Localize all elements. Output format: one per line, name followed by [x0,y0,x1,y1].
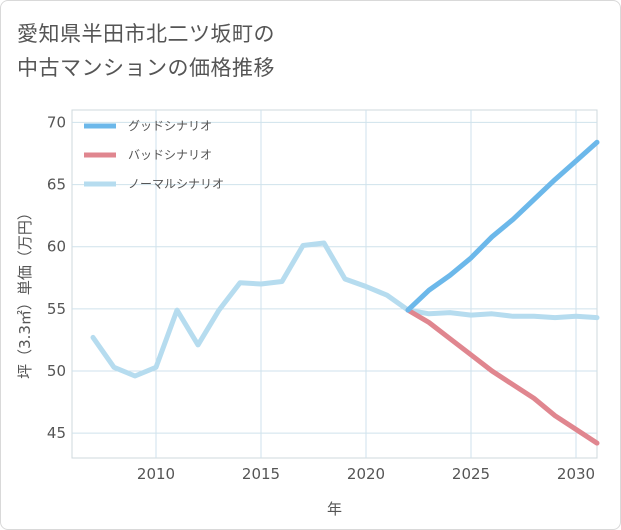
chart-title: 愛知県半田市北二ツ坂町の 中古マンションの価格推移 [17,17,275,85]
plot-area [71,109,598,459]
x-tick-label-2015: 2015 [242,465,280,483]
legend-label-1: バッドシナリオ [128,148,212,162]
series-line-0 [405,139,600,313]
y-tick-label-65: 65 [47,176,66,194]
chart-title-line-1: 愛知県半田市北二ツ坂町の [17,22,275,46]
y-tick-label-50: 50 [47,362,66,380]
x-tick-label-2025: 2025 [452,465,490,483]
y-tick-label-55: 55 [47,300,66,318]
legend-label-2: ノーマルシナリオ [128,177,224,191]
series-line-1 [405,307,600,446]
x-tick-label-2020: 2020 [347,465,385,483]
y-tick-label-45: 45 [47,424,66,442]
series-line-2 [90,240,600,379]
chart-title-line-2: 中古マンションの価格推移 [17,56,275,80]
y-tick-label-60: 60 [47,238,66,256]
x-tick-label-2010: 2010 [137,465,175,483]
x-axis-label: 年 [327,500,342,518]
y-tick-label-70: 70 [47,113,66,131]
y-axis-label: 坪（3.3㎡）単価（万円） [16,205,34,379]
legend-label-0: グッドシナリオ [128,119,212,133]
x-tick-label-2030: 2030 [557,465,595,483]
